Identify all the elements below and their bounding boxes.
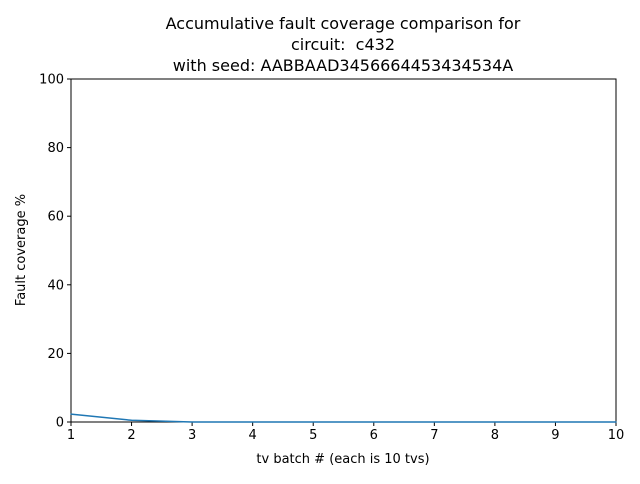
x-tick-label: 10 xyxy=(608,428,625,443)
y-axis-label: Fault coverage % xyxy=(14,194,29,306)
x-tick-label: 8 xyxy=(491,428,499,443)
y-axis: 0 20 40 60 80 100 xyxy=(39,73,71,431)
y-tick-label: 100 xyxy=(39,73,64,88)
chart-title-line-3: with seed: AABBAAD3456664453434534A xyxy=(173,56,514,75)
x-tick-label: 2 xyxy=(127,428,135,443)
x-axis: 1 2 3 4 5 6 7 8 9 10 xyxy=(67,422,624,443)
x-tick-label: 3 xyxy=(188,428,196,443)
y-tick-label: 20 xyxy=(47,347,64,362)
y-tick-label: 80 xyxy=(47,141,64,156)
y-tick-label: 60 xyxy=(47,210,64,225)
series-line xyxy=(71,414,616,422)
y-tick-label: 40 xyxy=(47,278,64,293)
x-tick-label: 9 xyxy=(551,428,559,443)
x-tick-label: 4 xyxy=(249,428,257,443)
plot-area-frame xyxy=(71,79,616,422)
x-tick-label: 6 xyxy=(370,428,378,443)
x-axis-label: tv batch # (each is 10 tvs) xyxy=(256,452,429,467)
x-tick-label: 5 xyxy=(309,428,317,443)
x-tick-label: 1 xyxy=(67,428,75,443)
y-tick-label: 0 xyxy=(56,416,64,431)
chart-title-line-2: circuit: c432 xyxy=(291,35,395,54)
series-layer xyxy=(71,414,616,422)
x-tick-label: 7 xyxy=(430,428,438,443)
chart-title-line-1: Accumulative fault coverage comparison f… xyxy=(166,14,521,33)
